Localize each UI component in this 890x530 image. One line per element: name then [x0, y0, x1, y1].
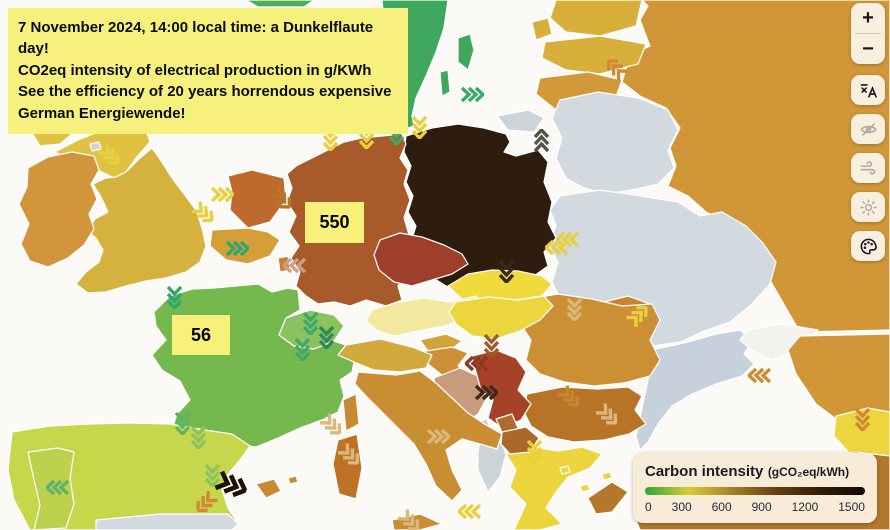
island-mallorca[interactable]	[255, 478, 282, 499]
palette-icon	[859, 237, 878, 256]
zoom-in-button[interactable]: +	[851, 3, 885, 33]
annotation-line-1: 7 November 2024, 14:00 local time: a Dun…	[18, 19, 374, 58]
germany-value-label: 550	[305, 202, 364, 243]
legend-title: Carbon intensity (gCO₂eq/kWh)	[645, 463, 865, 481]
legend-gradient-bar	[645, 487, 865, 495]
black-sea	[635, 329, 755, 451]
country-ireland[interactable]	[18, 151, 100, 268]
sun-icon	[859, 198, 878, 217]
island-gotland[interactable]	[457, 33, 475, 71]
legend-ticks: 0 300 600 900 1200 1500	[645, 500, 865, 514]
country-bulgaria[interactable]	[522, 386, 647, 443]
country-great-britain[interactable]	[75, 147, 207, 294]
country-czechia[interactable]	[373, 232, 469, 287]
annotation-line-3: See the efficiency of 20 years horrendou…	[18, 83, 392, 122]
wind-layer-button[interactable]	[851, 153, 885, 183]
translate-icon	[859, 81, 878, 100]
tick-600: 600	[711, 500, 732, 514]
country-turkey-thrace[interactable]	[587, 481, 629, 515]
country-crimea[interactable]	[739, 323, 819, 361]
france-value-label: 56	[172, 315, 230, 355]
legend-unit-text: (gCO₂eq/kWh)	[767, 465, 850, 479]
country-italy-north[interactable]	[337, 338, 433, 373]
country-hungary[interactable]	[448, 295, 554, 340]
zoom-control-group: + −	[851, 3, 885, 64]
annotation-line-2: CO2eq intensity of electrical production…	[18, 61, 372, 79]
divider	[855, 33, 881, 34]
legend-title-text: Carbon intensity	[645, 463, 764, 480]
country-greece[interactable]	[505, 446, 603, 530]
country-luxembourg[interactable]	[277, 255, 291, 273]
country-kaliningrad[interactable]	[496, 109, 545, 133]
map-controls: + −	[851, 3, 885, 270]
tick-1200: 1200	[791, 500, 819, 514]
country-estonia-islands[interactable]	[531, 17, 553, 41]
zoom-out-button[interactable]: −	[851, 34, 885, 64]
tick-1500: 1500	[838, 500, 865, 514]
carbon-intensity-legend: Carbon intensity (gCO₂eq/kWh) 0 300 600 …	[633, 453, 877, 523]
island-menorca	[287, 475, 299, 485]
solar-layer-button[interactable]	[851, 192, 885, 222]
tick-900: 900	[751, 500, 772, 514]
eye-off-icon	[859, 120, 878, 139]
wind-icon	[859, 159, 878, 178]
hide-layers-button[interactable]	[851, 114, 885, 144]
north-africa	[95, 513, 239, 530]
country-romania[interactable]	[518, 293, 661, 387]
isle-of-man	[89, 141, 102, 152]
language-button[interactable]	[851, 75, 885, 105]
country-belarus[interactable]	[551, 91, 679, 195]
annotation-box: 7 November 2024, 14:00 local time: a Dun…	[8, 8, 408, 135]
island-oland[interactable]	[439, 69, 451, 97]
greek-islands	[559, 465, 613, 493]
tick-300: 300	[671, 500, 692, 514]
tick-0: 0	[645, 500, 652, 514]
island-corsica[interactable]	[342, 393, 360, 432]
country-norway[interactable]	[245, 0, 315, 8]
theme-palette-button[interactable]	[851, 231, 885, 261]
